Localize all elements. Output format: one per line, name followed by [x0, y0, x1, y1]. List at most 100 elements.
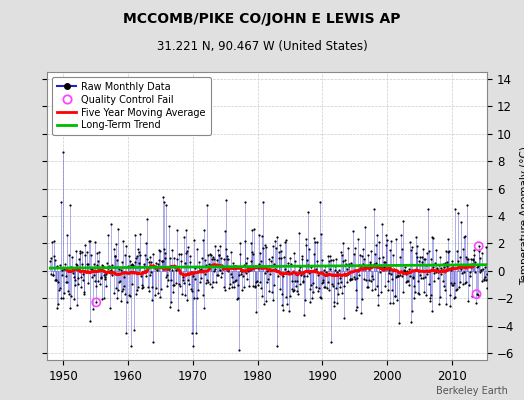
- Point: [256, 250, 264, 256]
- Point: [355, 272, 364, 278]
- Point: [210, 256, 218, 262]
- Point: [368, 286, 377, 293]
- Point: [421, 256, 429, 263]
- Point: [224, 256, 232, 262]
- Point: [285, 269, 293, 276]
- Point: [119, 283, 128, 289]
- Point: [203, 202, 211, 208]
- Point: [104, 263, 113, 269]
- Point: [346, 277, 355, 284]
- Point: [410, 295, 418, 301]
- Point: [442, 248, 451, 254]
- Point: [208, 256, 216, 262]
- Point: [137, 282, 146, 288]
- Point: [127, 262, 135, 268]
- Point: [64, 288, 72, 294]
- Point: [331, 263, 340, 269]
- Point: [270, 238, 279, 244]
- Point: [339, 240, 347, 246]
- Point: [80, 289, 88, 295]
- Point: [317, 294, 325, 301]
- Point: [485, 264, 493, 270]
- Point: [61, 279, 70, 286]
- Point: [113, 294, 121, 301]
- Point: [142, 273, 150, 279]
- Point: [461, 233, 470, 239]
- Point: [216, 267, 224, 274]
- Point: [79, 271, 88, 278]
- Point: [67, 293, 75, 300]
- Point: [392, 273, 401, 279]
- Point: [373, 282, 381, 289]
- Legend: Raw Monthly Data, Quality Control Fail, Five Year Moving Average, Long-Term Tren: Raw Monthly Data, Quality Control Fail, …: [52, 77, 211, 135]
- Point: [299, 279, 308, 285]
- Point: [384, 287, 392, 293]
- Point: [367, 278, 376, 284]
- Point: [264, 267, 272, 273]
- Point: [470, 247, 478, 253]
- Point: [54, 278, 63, 285]
- Point: [420, 256, 429, 262]
- Point: [51, 276, 60, 283]
- Point: [111, 253, 119, 260]
- Point: [389, 252, 398, 258]
- Point: [140, 252, 149, 258]
- Point: [237, 268, 246, 274]
- Point: [346, 276, 354, 282]
- Point: [403, 278, 411, 284]
- Point: [212, 279, 220, 286]
- Point: [417, 275, 425, 281]
- Point: [174, 264, 182, 270]
- Point: [413, 289, 422, 296]
- Point: [127, 343, 136, 350]
- Point: [68, 254, 76, 260]
- Point: [297, 270, 305, 276]
- Point: [187, 286, 195, 292]
- Point: [368, 273, 376, 279]
- Point: [392, 236, 400, 242]
- Point: [379, 258, 388, 265]
- Point: [282, 300, 291, 307]
- Point: [479, 276, 488, 283]
- Point: [69, 274, 78, 280]
- Point: [101, 276, 109, 282]
- Point: [194, 286, 202, 293]
- Point: [442, 300, 450, 307]
- Point: [254, 265, 262, 271]
- Point: [84, 238, 93, 244]
- Point: [155, 247, 163, 253]
- Point: [141, 268, 149, 274]
- Point: [320, 267, 329, 273]
- Point: [329, 257, 337, 263]
- Point: [82, 248, 91, 255]
- Point: [364, 284, 373, 290]
- Point: [287, 286, 296, 292]
- Point: [452, 248, 461, 254]
- Point: [206, 250, 214, 257]
- Point: [325, 286, 333, 293]
- Point: [190, 236, 198, 243]
- Point: [176, 270, 184, 276]
- Point: [144, 284, 152, 290]
- Point: [191, 265, 200, 272]
- Point: [209, 253, 217, 260]
- Point: [205, 261, 213, 267]
- Point: [390, 266, 398, 273]
- Point: [66, 202, 74, 208]
- Point: [438, 271, 446, 278]
- Point: [459, 281, 467, 288]
- Point: [217, 274, 226, 280]
- Point: [484, 240, 493, 246]
- Point: [252, 279, 260, 286]
- Point: [201, 256, 210, 263]
- Point: [485, 248, 494, 254]
- Point: [400, 267, 408, 274]
- Point: [302, 272, 311, 279]
- Point: [146, 272, 154, 278]
- Point: [384, 278, 392, 284]
- Point: [233, 296, 241, 302]
- Point: [53, 304, 62, 311]
- Point: [472, 291, 481, 297]
- Point: [53, 263, 61, 270]
- Point: [151, 264, 159, 271]
